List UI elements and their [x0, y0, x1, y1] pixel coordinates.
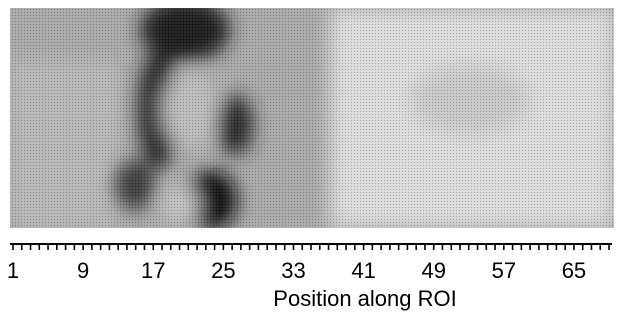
x-axis: 1 9 17 25 33 41 49 57 65 Position along ROI — [7, 243, 612, 311]
heatmap-halftone — [10, 8, 614, 228]
heatmap-image — [10, 8, 614, 228]
x-tick-label: 49 — [421, 258, 445, 283]
x-tick-label: 65 — [562, 258, 586, 283]
x-axis-minor-ticks — [12, 244, 610, 250]
x-tick-label: 25 — [211, 258, 235, 283]
x-tick-label: 33 — [281, 258, 305, 283]
x-tick-label: 17 — [141, 258, 165, 283]
x-tick-label: 57 — [492, 258, 516, 283]
x-tick-label: 9 — [77, 258, 89, 283]
x-axis-title: Position along ROI — [273, 286, 456, 311]
x-axis-tick-labels: 1 9 17 25 33 41 49 57 65 — [7, 258, 586, 283]
x-tick-label: 41 — [351, 258, 375, 283]
x-tick-label: 1 — [7, 258, 19, 283]
